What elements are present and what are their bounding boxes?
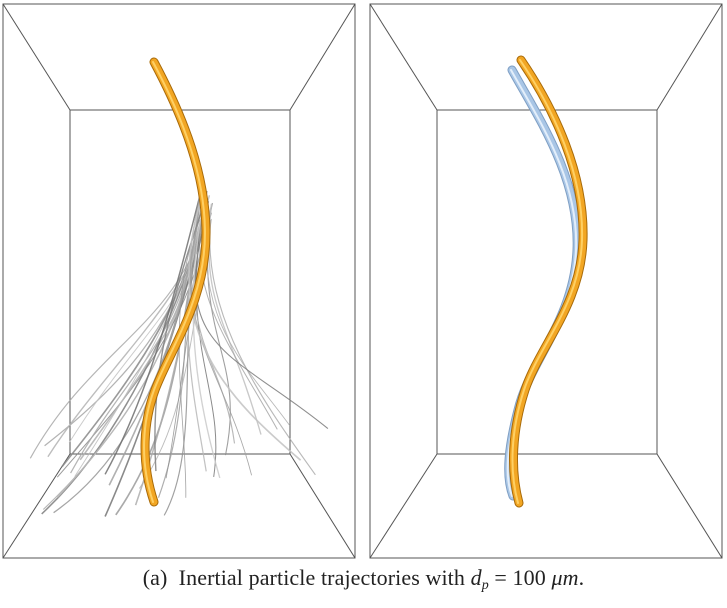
left-edge-bl [2, 453, 71, 559]
spread-trajectory [108, 192, 202, 486]
caption-period: . [578, 565, 585, 590]
fluid-tracer-left [140, 57, 211, 507]
right-edge-tr [656, 3, 723, 111]
spread-trajectories [29, 189, 329, 517]
caption-text: Inertial particle trajectories with [178, 565, 465, 590]
right-edge-bl [369, 453, 438, 559]
left-edge-tl [2, 3, 71, 111]
spread-trajectory [188, 201, 302, 461]
spread-trajectory [104, 189, 203, 475]
spread-trajectory [157, 192, 206, 498]
caption-unit-mu: μ [551, 565, 563, 590]
spread-trajectory [187, 218, 207, 472]
spread-trajectory [199, 191, 278, 430]
spread-trajectory [192, 218, 221, 479]
caption-unit-m: m [562, 565, 579, 590]
caption-equals: = [494, 565, 507, 590]
caption-subscript: p [481, 578, 489, 593]
right-panel [369, 3, 723, 559]
spread-trajectory [163, 219, 203, 516]
fluid-tracer-right [509, 55, 588, 508]
left-edge-tr [289, 3, 356, 111]
spread-trajectory [178, 219, 201, 498]
caption-value: 100 [512, 565, 546, 590]
spread-trajectory [194, 227, 329, 430]
figure-caption: (a) Inertial particle trajectories with … [0, 565, 727, 593]
right-edge-br [656, 453, 723, 559]
spread-trajectory [154, 210, 203, 472]
left-panel [2, 3, 356, 559]
right-edge-tl [369, 3, 438, 111]
spread-trajectory [209, 219, 316, 476]
caption-var: d [470, 565, 482, 590]
caption-label: (a) [142, 565, 168, 590]
left-edge-br [289, 453, 356, 559]
